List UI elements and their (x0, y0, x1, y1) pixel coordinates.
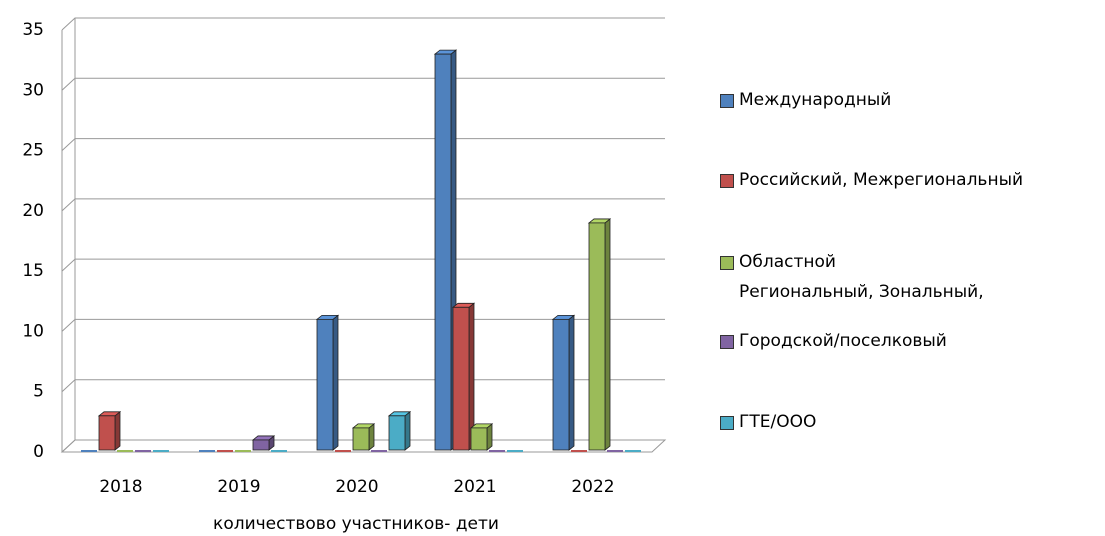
legend-swatch (720, 335, 734, 349)
x-tick-label: 2018 (99, 477, 142, 497)
bar-front (571, 450, 587, 452)
bar (433, 49, 458, 451)
bar (153, 450, 169, 452)
bar-front (507, 450, 523, 452)
bar (469, 423, 494, 451)
y-tick-label: 15 (22, 261, 44, 281)
x-tick-label: 2020 (335, 477, 378, 497)
legend-swatch (720, 174, 734, 188)
y-tick-label: 5 (33, 382, 44, 402)
bar-front (199, 450, 215, 452)
bar-front (117, 450, 133, 452)
bar (199, 450, 215, 452)
bar-front (98, 415, 116, 451)
bar-side (604, 218, 611, 451)
bar (571, 450, 587, 452)
y-tick-label: 10 (22, 321, 44, 341)
legend-label: Городской/поселковый (739, 331, 947, 351)
bar (387, 410, 412, 451)
bar-front (552, 318, 570, 451)
bar-front (235, 450, 251, 452)
bar (587, 218, 612, 451)
bar (625, 450, 641, 452)
x-tick-label: 2019 (217, 477, 260, 497)
bar (607, 450, 623, 452)
bar-side (114, 410, 121, 451)
x-tick-label: 2021 (453, 477, 496, 497)
bar (235, 450, 251, 452)
bar-front (607, 450, 623, 452)
bar-front (81, 450, 97, 452)
grid-line (61, 17, 665, 31)
bar-front (335, 450, 351, 452)
bar-side (568, 314, 575, 451)
legend-item: ГТЕ/ООО (720, 407, 816, 437)
bar-side (332, 314, 339, 451)
grid-line (61, 318, 665, 332)
grid-line (61, 379, 665, 393)
legend-swatch (720, 256, 734, 270)
bar (81, 450, 97, 452)
bar (251, 435, 276, 451)
legend-item: Областной Региональный, Зональный, (720, 247, 984, 307)
bar-side (404, 410, 411, 451)
bar (97, 410, 122, 451)
bar-front (316, 318, 334, 451)
bar-front (271, 450, 287, 452)
legend-label: Российский, Межрегиональный (739, 170, 1024, 190)
legend-item: Городской/поселковый (720, 326, 947, 356)
bar-front (135, 450, 151, 452)
y-tick-label: 20 (22, 201, 44, 221)
bar-front (388, 415, 406, 451)
legend-item: Международный (720, 85, 891, 115)
grid-line (61, 198, 665, 212)
bar-side (486, 423, 493, 451)
x-axis-title: количествово участников- дети (213, 514, 499, 534)
bar-front (352, 427, 370, 451)
bar (315, 314, 340, 451)
legend-label: ГТЕ/ООО (739, 412, 817, 432)
y-tick-label: 30 (22, 80, 44, 100)
grid-line (61, 138, 665, 151)
bar-front (625, 450, 641, 452)
y-tick-label: 25 (22, 141, 44, 161)
bar-front (217, 450, 233, 452)
bar (351, 423, 376, 451)
bar-front (434, 53, 452, 451)
bar-front (489, 450, 505, 452)
legend-swatch (720, 94, 734, 108)
bar-front (252, 439, 270, 451)
bar (217, 450, 233, 452)
bar-front (588, 222, 606, 451)
bar (507, 450, 523, 452)
bar (271, 450, 287, 452)
legend-label: Международный (739, 90, 892, 110)
x-tick-label: 2022 (571, 477, 614, 497)
bar (551, 314, 576, 451)
bar (371, 450, 387, 452)
bar-front (452, 306, 470, 451)
grid-line (61, 258, 665, 272)
legend-item: Российский, Межрегиональный (720, 165, 1023, 195)
grid-line (61, 77, 665, 91)
y-tick-label: 0 (33, 442, 44, 462)
bar-side (368, 423, 375, 451)
bar-front (371, 450, 387, 452)
bar (489, 450, 505, 452)
legend-label: Областной Региональный, Зональный, (739, 252, 984, 302)
bar (117, 450, 133, 452)
bar-front (153, 450, 169, 452)
bar (335, 450, 351, 452)
legend-swatch (720, 416, 734, 430)
y-tick-label: 35 (22, 20, 44, 40)
bar (135, 450, 151, 452)
bar-front (470, 427, 488, 451)
